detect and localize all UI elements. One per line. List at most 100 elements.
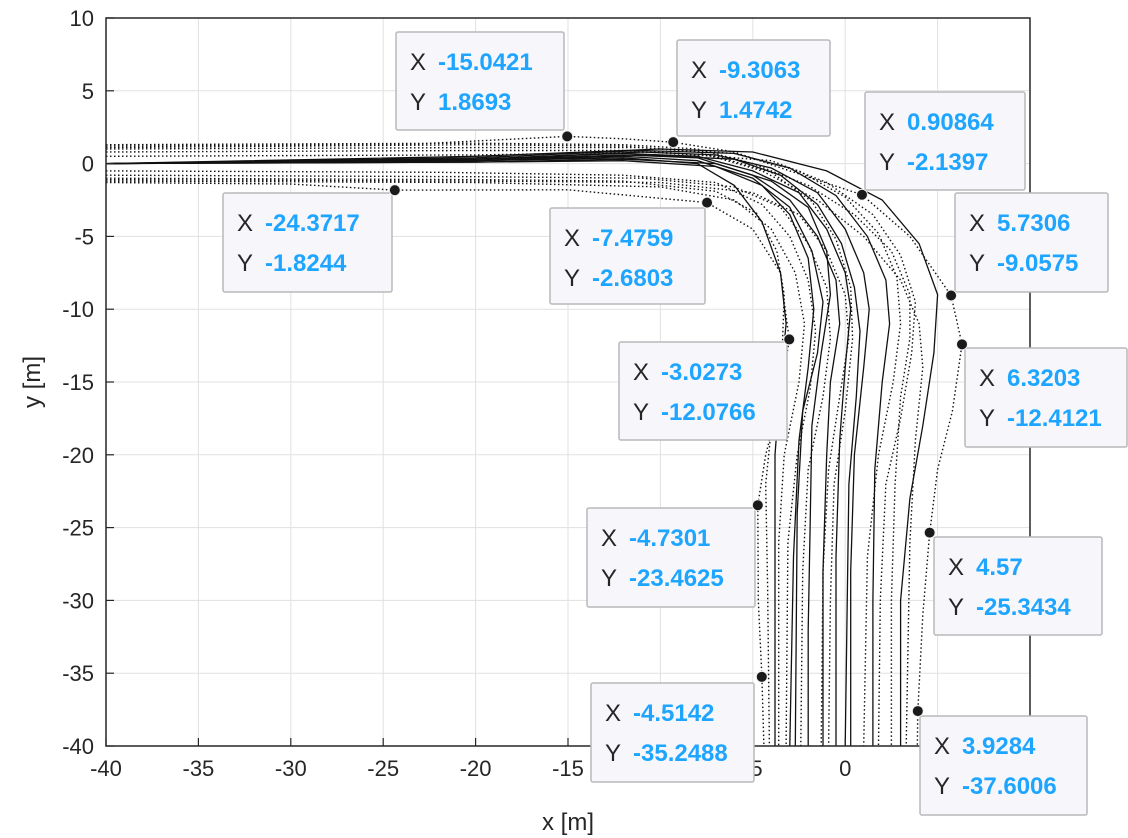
datatip-y-value: -12.0766	[661, 399, 756, 426]
trajectory-line	[105, 148, 939, 746]
y-tick-label: -5	[74, 224, 94, 249]
datatip-marker[interactable]	[388, 184, 401, 197]
datatip[interactable]: X -7.4759 Y -2.6803	[549, 196, 714, 305]
datatip-marker[interactable]	[923, 526, 936, 539]
datatip-marker[interactable]	[561, 130, 574, 143]
datatip[interactable]: X -3.0273 Y -12.0766	[618, 333, 796, 441]
datatip-box	[618, 341, 788, 441]
datatip-y-value: -2.1397	[907, 149, 988, 176]
datatip-x-key: X	[948, 554, 964, 581]
trajectory-line	[105, 146, 902, 747]
datatip-marker[interactable]	[701, 196, 714, 209]
trajectory-line	[105, 151, 870, 746]
datatip-y-key: Y	[237, 250, 253, 277]
datatip-x-value: -9.3063	[719, 57, 800, 84]
trajectory-line	[105, 154, 841, 746]
datatip-y-value: -35.2488	[633, 740, 728, 767]
datatip-box	[964, 347, 1128, 448]
trajectory-line	[105, 155, 824, 747]
datatip-y-key: Y	[564, 265, 580, 292]
datatip-x-value: -15.0421	[438, 49, 533, 76]
datatip-y-value: -23.4625	[629, 565, 724, 592]
datatip-y-value: 1.8693	[438, 89, 511, 116]
datatip-y-key: Y	[979, 405, 995, 432]
datatip-marker[interactable]	[755, 670, 768, 683]
datatip-marker[interactable]	[751, 499, 764, 512]
datatip-box	[676, 39, 831, 137]
x-tick-label: -20	[460, 756, 492, 781]
trajectory-line	[105, 181, 790, 747]
trajectory-series	[105, 135, 963, 747]
trajectory-line	[105, 174, 832, 747]
datatip-x-value: -4.5142	[633, 700, 714, 727]
datatip-y-key: Y	[410, 89, 426, 116]
datatip-x-value: 4.57	[976, 554, 1023, 581]
y-tick-label: -20	[62, 443, 94, 468]
datatip-x-key: X	[564, 225, 580, 252]
datatip-box	[586, 507, 756, 608]
datatip-marker[interactable]	[667, 136, 680, 149]
trajectory-line	[105, 152, 852, 746]
x-tick-label: -35	[183, 756, 215, 781]
trajectory-line	[105, 178, 850, 747]
datatip[interactable]: X -4.5142 Y -35.2488	[590, 670, 768, 783]
datatip-x-key: X	[979, 365, 995, 392]
datatip-x-key: X	[934, 733, 950, 760]
datatip-x-value: 5.7306	[997, 210, 1070, 237]
x-tick-label: -30	[275, 756, 307, 781]
datatip-box	[395, 31, 565, 131]
datatip[interactable]: X 5.7306 Y -9.0575	[945, 192, 1109, 302]
datatip-box	[954, 192, 1109, 293]
datatip-marker[interactable]	[911, 705, 924, 718]
datatip-box	[864, 91, 1026, 191]
datatip-x-key: X	[969, 210, 985, 237]
trajectory-line	[105, 158, 832, 746]
x-tick-label: 0	[839, 756, 851, 781]
y-tick-label: -30	[62, 588, 94, 613]
datatip-marker[interactable]	[955, 338, 968, 351]
trajectory-line	[105, 149, 891, 746]
datatip-y-value: -9.0575	[997, 250, 1078, 277]
datatip-x-value: -7.4759	[592, 225, 673, 252]
trajectory-line	[105, 135, 963, 747]
datatip[interactable]: X 0.90864 Y -2.1397	[855, 91, 1026, 201]
x-tick-label: -15	[552, 756, 584, 781]
datatip-x-key: X	[605, 700, 621, 727]
y-axis-label: y [m]	[19, 356, 46, 408]
datatip[interactable]: X 4.57 Y -25.3434	[923, 526, 1103, 636]
datatip-y-key: Y	[879, 149, 895, 176]
datatips: X -15.0421 Y 1.8693 X -9.3063 Y 1.4742 X 0.90864 Y…	[222, 31, 1128, 816]
datatip-box	[590, 682, 755, 783]
datatip-box	[549, 207, 706, 305]
datatip-box	[919, 715, 1088, 816]
datatip-y-value: 1.4742	[719, 97, 792, 124]
y-tick-label: -10	[62, 297, 94, 322]
datatip[interactable]: X 3.9284 Y -37.6006	[911, 705, 1088, 816]
datatip[interactable]: X -9.3063 Y 1.4742	[667, 39, 831, 149]
y-tick-label: -35	[62, 661, 94, 686]
datatip[interactable]: X -15.0421 Y 1.8693	[395, 31, 574, 143]
datatip-y-key: Y	[691, 97, 707, 124]
datatip-x-key: X	[601, 525, 617, 552]
datatip-y-key: Y	[969, 250, 985, 277]
datatip-box	[933, 536, 1103, 636]
trajectory-line	[105, 142, 911, 746]
datatip[interactable]: X -4.7301 Y -23.4625	[586, 499, 764, 608]
datatip-x-value: -4.7301	[629, 525, 710, 552]
y-tick-label: 5	[82, 79, 94, 104]
datatip-y-key: Y	[934, 773, 950, 800]
datatip-marker[interactable]	[783, 333, 796, 346]
trajectory-line	[105, 177, 785, 747]
datatip-marker[interactable]	[945, 289, 958, 302]
datatip-y-key: Y	[605, 740, 621, 767]
y-tick-label: 10	[70, 6, 94, 31]
datatip[interactable]: X 6.3203 Y -12.4121	[955, 338, 1128, 448]
datatip[interactable]: X -24.3717 Y -1.8244	[222, 184, 401, 293]
x-tick-label: -25	[367, 756, 399, 781]
datatip-x-key: X	[237, 210, 253, 237]
y-tick-label: -40	[62, 734, 94, 759]
datatip-y-value: -25.3434	[976, 594, 1071, 621]
datatip-marker[interactable]	[855, 188, 868, 201]
datatip-y-value: -2.6803	[592, 265, 673, 292]
